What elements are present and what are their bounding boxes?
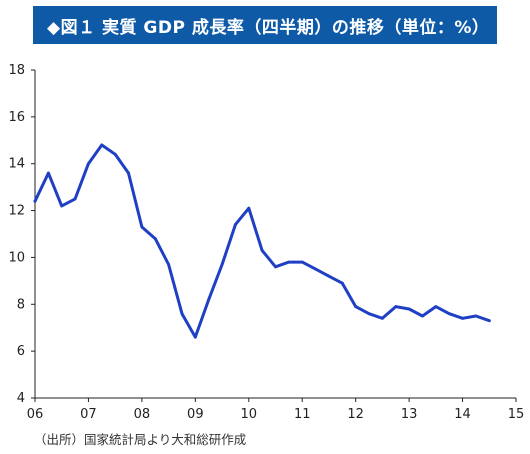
x-tick-label: 13: [401, 407, 418, 422]
y-tick-label: 8: [17, 297, 25, 312]
data-point: [153, 237, 157, 241]
data-point: [113, 152, 117, 156]
data-point: [434, 305, 438, 309]
series-line: [33, 143, 491, 339]
data-point: [60, 204, 64, 208]
data-point: [407, 307, 411, 311]
y-tick-label: 16: [8, 110, 25, 125]
source-note: （出所）国家統計局より大和総研作成: [34, 432, 247, 447]
data-point: [461, 316, 464, 320]
x-tick-label: 08: [134, 407, 151, 422]
data-point: [380, 316, 384, 320]
data-point: [474, 314, 478, 318]
data-point: [327, 274, 331, 278]
y-tick-label: 4: [17, 391, 25, 406]
x-tick-label: 10: [241, 407, 258, 422]
data-point: [274, 265, 277, 269]
data-point: [300, 260, 304, 264]
data-point: [220, 263, 224, 266]
data-point: [193, 335, 197, 339]
data-point: [167, 263, 171, 266]
y-tick-label: 14: [8, 157, 25, 172]
data-point: [207, 298, 211, 301]
y-tick-label: 12: [8, 204, 25, 219]
data-point: [180, 312, 184, 316]
data-point: [46, 171, 50, 175]
data-point: [421, 314, 424, 318]
x-tick-label: 07: [80, 407, 97, 422]
data-point: [127, 171, 130, 175]
y-tick-labels: 4 6 8 10 12 14 16 18: [8, 63, 25, 406]
data-point: [340, 281, 344, 285]
x-tick-label: 09: [187, 407, 204, 422]
data-point: [33, 199, 37, 203]
data-point: [260, 249, 264, 252]
data-point: [140, 225, 144, 229]
series-group: [33, 143, 491, 339]
data-point: [73, 197, 77, 201]
x-tick-label: 12: [347, 407, 364, 422]
data-point: [447, 312, 451, 316]
data-point: [87, 162, 90, 166]
y-tick-label: 6: [17, 344, 25, 359]
x-tick-label: 14: [454, 407, 471, 422]
data-point: [247, 206, 251, 210]
x-tick-labels: 06 07 08 09 10 11 12 13 14 15: [27, 407, 525, 422]
x-tick-label: 06: [27, 407, 44, 422]
data-point: [287, 260, 291, 264]
data-point: [234, 223, 237, 227]
data-point: [367, 312, 371, 316]
data-point: [314, 267, 317, 271]
x-tick-label: 15: [508, 407, 525, 422]
data-point: [487, 319, 491, 323]
data-point: [354, 305, 358, 309]
data-point: [100, 143, 104, 147]
y-tick-label: 18: [8, 63, 25, 78]
chart-axes: [31, 69, 517, 402]
y-tick-label: 10: [8, 250, 25, 265]
data-point: [394, 305, 398, 309]
x-tick-label: 11: [294, 407, 311, 422]
chart-title: ◆図１ 実質 GDP 成長率（四半期）の推移（単位：%）: [33, 6, 497, 44]
